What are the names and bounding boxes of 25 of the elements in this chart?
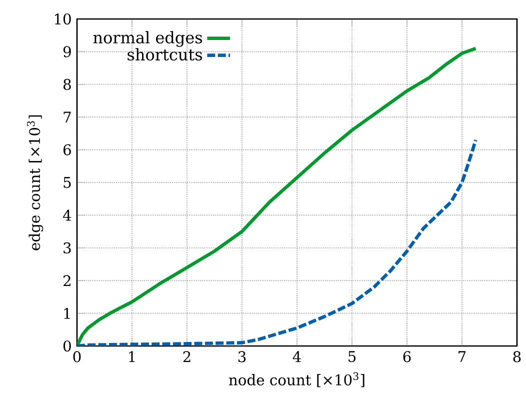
x-axis-title: node count [×10$^{3}$] [228,372,364,388]
x-tick-label: 8 [513,351,521,362]
y-tick-label: 7 [64,112,71,122]
legend-label: shortcuts [128,48,202,61]
x-tick-label: 2 [183,351,190,362]
y-tick-label: 3 [64,242,71,254]
y-tick-label: 10 [54,13,71,25]
y-tick-label: 5 [64,177,71,188]
line-series [77,46,478,346]
y-tick-label: 6 [64,144,71,156]
x-tick-label: 0 [73,351,81,362]
x-tick-label: 1 [129,351,135,362]
x-tick-label: 4 [292,351,301,362]
y-tick-label: 8 [64,78,71,90]
y-tick-label: 4 [62,210,72,221]
y-tick-label: 0 [63,340,71,352]
x-tick-label: 5 [348,351,356,362]
y-axis-title: edge count [×10$^{3}$] [26,115,44,250]
y-tick-label: 1 [64,308,70,319]
y-tick-label: 2 [64,275,70,286]
x-tick-label: 3 [238,351,246,362]
legend-label: normal edges [93,31,202,47]
x-tick-label: 7 [458,351,466,362]
y-tick-label: 9 [63,46,71,58]
x-tick-label: 6 [403,351,411,362]
